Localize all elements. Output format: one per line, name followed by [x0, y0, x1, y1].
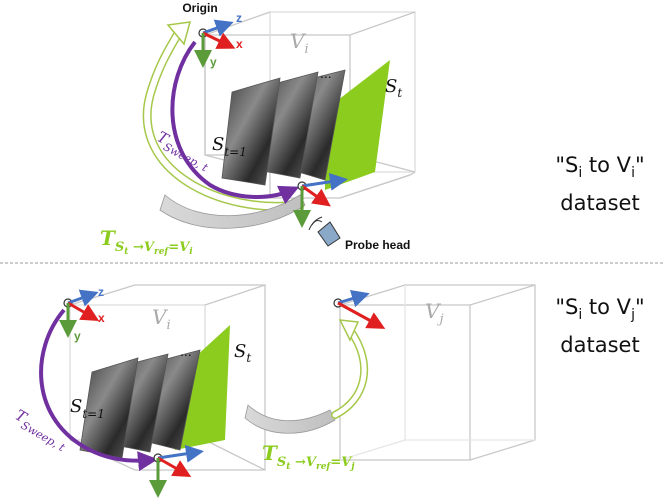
slice-st-label-top: St	[385, 76, 402, 100]
ultrasound-stack-top	[221, 69, 346, 186]
ellipsis-bottom: ...	[180, 343, 192, 359]
axis-z-label-bottom: z	[98, 285, 104, 299]
axis-x-label-bottom: x	[98, 311, 105, 325]
slice-st-label-bottom: St	[234, 341, 251, 365]
first-slice-label-bottom: St=1	[70, 396, 105, 421]
volume-vi-label-bottom: Vi	[152, 305, 171, 333]
axis-y-label-bottom: y	[74, 329, 81, 343]
dataset-title-top: "Si to Vi"	[555, 153, 645, 182]
transform-label-bottom: TSt →Vref=Vj	[262, 441, 355, 472]
axis-y-label-top: y	[210, 55, 217, 69]
dataset-label-top: "Si to Vi" dataset	[535, 150, 665, 218]
volume-vi-label-top: Vi	[290, 29, 309, 57]
volume-vj-label: Vj	[425, 299, 443, 327]
probe-icon	[308, 216, 341, 247]
axis-z-top	[202, 19, 234, 37]
dataset-title-bottom: "Si to Vj"	[555, 295, 645, 324]
origin-label: Origin	[182, 1, 217, 15]
dataset-word-bottom: dataset	[560, 333, 640, 358]
slice-plane-st-top	[325, 60, 390, 190]
ultrasound-stack-bottom	[79, 349, 201, 459]
dataset-word-top: dataset	[560, 191, 640, 216]
dataset-label-bottom: "Si to Vj" dataset	[535, 292, 665, 360]
axis-x-label-top: x	[236, 37, 243, 51]
axis-x-top	[202, 31, 236, 49]
top-panel: Origin z x y Vi St ... St=1 TSweep, t TS…	[100, 1, 416, 257]
axis-z-label-top: z	[236, 11, 242, 25]
ellipsis-top: ...	[320, 65, 332, 81]
sweep-arrow-top	[170, 40, 300, 205]
first-slice-label-top: St=1	[212, 134, 247, 159]
bottom-panel: z x y Vi Vj St ... St=1 TSweep, t TSt →V…	[12, 284, 536, 498]
volume-box-bottom-edge	[269, 171, 416, 199]
sweep-arrow-bottom	[39, 308, 158, 472]
transform-label-top: TSt →Vref=Vi	[100, 226, 193, 257]
grey-arrow-bottom	[244, 404, 336, 434]
grey-arrow-top	[159, 194, 306, 229]
probe-head-label: Probe head	[345, 238, 410, 252]
